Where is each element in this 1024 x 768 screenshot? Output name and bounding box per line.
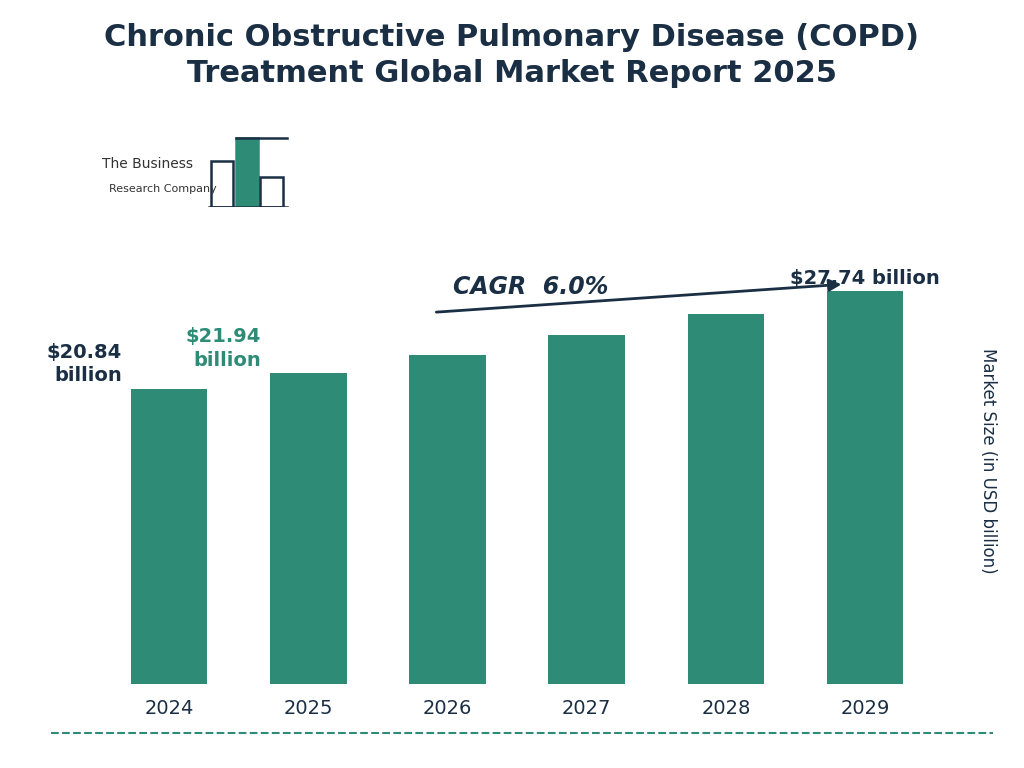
Bar	[260, 177, 283, 207]
Bar	[236, 138, 258, 207]
Text: Market Size (in USD billion): Market Size (in USD billion)	[979, 348, 997, 574]
Text: $20.84
billion: $20.84 billion	[46, 343, 122, 386]
Bar	[688, 314, 764, 684]
Text: $21.94
billion: $21.94 billion	[185, 327, 261, 369]
Bar	[826, 291, 903, 684]
Bar	[131, 389, 208, 684]
Text: Chronic Obstructive Pulmonary Disease (COPD)
Treatment Global Market Report 2025: Chronic Obstructive Pulmonary Disease (C…	[104, 23, 920, 88]
Text: Research Company: Research Company	[109, 184, 216, 194]
Text: CAGR  6.0%: CAGR 6.0%	[454, 275, 608, 299]
Bar	[270, 373, 346, 684]
Bar	[211, 161, 233, 207]
Bar	[549, 335, 625, 684]
Text: The Business: The Business	[102, 157, 194, 171]
Text: $27.74 billion: $27.74 billion	[791, 269, 940, 288]
Bar	[410, 355, 485, 684]
